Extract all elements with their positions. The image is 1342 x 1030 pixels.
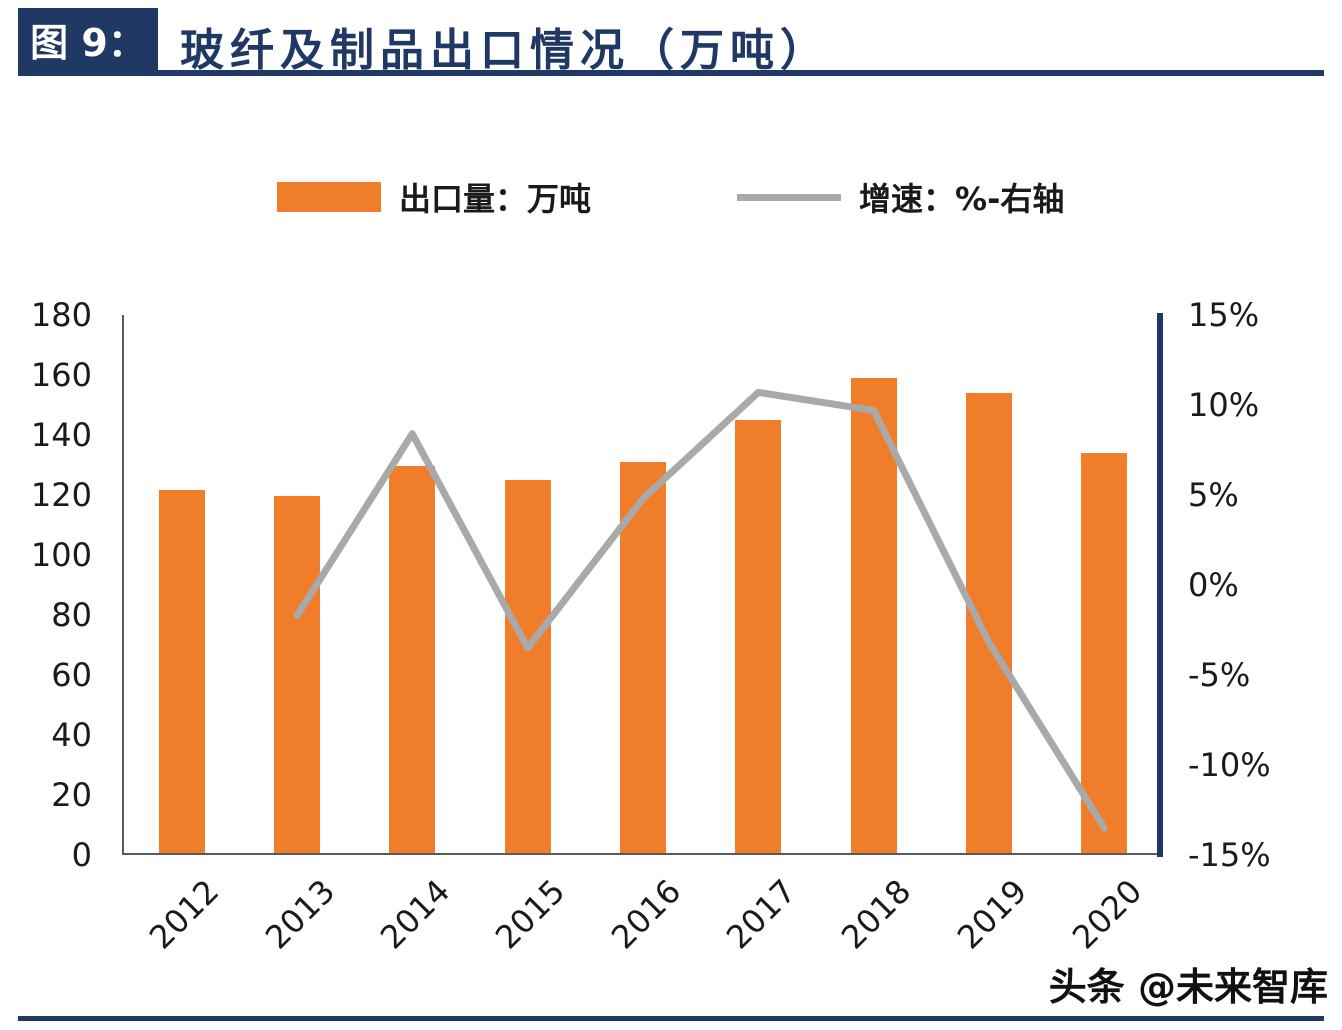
growth-line (293, 388, 1108, 832)
right-axis-tick-5: 5% (1188, 476, 1239, 514)
x-axis-labels: 2012 2013 2014 2015 2016 2017 2018 2019 2020 (122, 860, 1160, 1000)
x-axis-tick-2016: 2016 (603, 872, 688, 957)
line-series-label: 增速：%-右轴 (859, 180, 1065, 218)
left-axis-tick-140: 140 (30, 416, 92, 454)
right-axis-tick-10: 10% (1188, 386, 1260, 424)
left-axis-tick-120: 120 (30, 476, 92, 514)
plot-area (122, 315, 1160, 855)
right-axis-tick-0: 0% (1188, 566, 1239, 604)
bar-2014 (389, 466, 436, 853)
legend-item-growth-rate: 增速：%-右轴 (737, 176, 1064, 218)
bar-2017 (735, 419, 782, 853)
left-axis-tick-100: 100 (30, 536, 92, 574)
header-divider (18, 70, 1324, 76)
bar-series-swatch-icon (277, 182, 381, 212)
bar-2013 (274, 496, 320, 853)
left-axis-tick-60: 60 (51, 656, 92, 694)
growth-line-chart (293, 388, 1108, 832)
bar-2015 (504, 479, 551, 853)
x-axis-tick-2013: 2013 (257, 872, 342, 957)
bar-series-label: 出口量：万吨 (399, 180, 592, 218)
left-axis-tick-160: 160 (30, 356, 92, 394)
right-axis-tick--15: -15% (1188, 836, 1271, 874)
x-axis-tick-2020: 2020 (1064, 872, 1150, 957)
x-axis-tick-2012: 2012 (142, 872, 227, 957)
left-axis-tick-0: 0 (71, 836, 92, 874)
x-axis-tick-2018: 2018 (834, 872, 919, 957)
legend-item-export-volume: 出口量：万吨 (277, 176, 591, 218)
watermark: 头条 @未来智库 (1048, 965, 1328, 1009)
left-axis-tick-80: 80 (51, 596, 92, 634)
right-axis-line (1157, 313, 1163, 857)
x-axis-tick-2017: 2017 (718, 872, 804, 957)
left-axis-labels: 180 160 140 120 100 80 60 40 20 0 (0, 296, 106, 874)
figure-number-label: 图 9： (30, 20, 146, 65)
right-axis-tick--10: -10% (1188, 746, 1271, 784)
bar-2018 (850, 377, 897, 853)
figure-title: 玻纤及制品出口情况（万吨） (180, 25, 830, 76)
left-axis-tick-180: 180 (30, 296, 92, 334)
figure-number-badge: 图 9： (18, 8, 158, 70)
right-axis-tick--5: -5% (1188, 656, 1251, 694)
right-axis-tick-15: 15% (1188, 296, 1260, 334)
x-axis-tick-2019: 2019 (949, 872, 1034, 957)
footer-divider (18, 1016, 1324, 1021)
bar-2020 (1081, 452, 1128, 853)
line-series-swatch-icon (737, 193, 841, 201)
x-axis-tick-2014: 2014 (372, 872, 458, 957)
bar-2012 (158, 490, 205, 853)
bar-2016 (620, 461, 666, 853)
x-axis-tick-2015: 2015 (488, 872, 573, 957)
bar-2019 (966, 392, 1012, 853)
chart-legend: 出口量：万吨 增速：%-右轴 (0, 176, 1342, 218)
left-axis-tick-20: 20 (51, 776, 92, 814)
left-axis-tick-40: 40 (51, 716, 92, 754)
right-axis-labels: 15% 10% 5% 0% -5% -10% -15% (1178, 296, 1338, 874)
